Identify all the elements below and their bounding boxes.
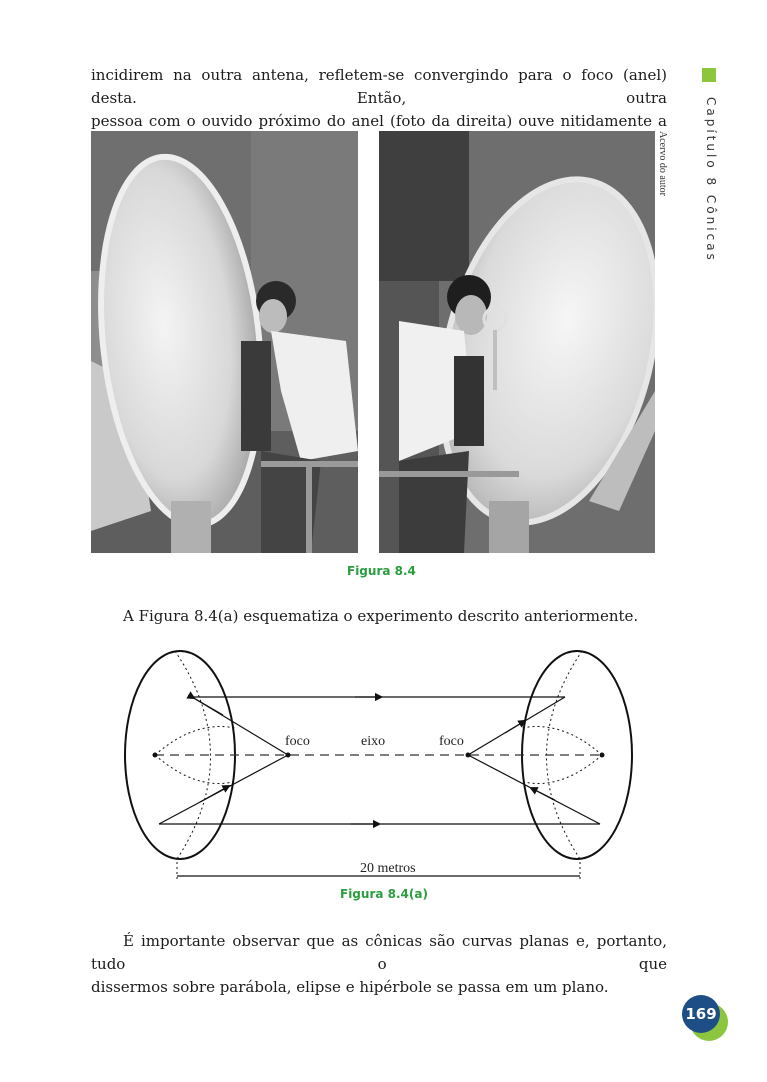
figure-caption: Figura 8.4 xyxy=(347,564,416,578)
chapter-marker-square xyxy=(702,68,716,82)
closing-paragraph: É importante observar que as cônicas são… xyxy=(91,930,667,999)
label-foco-left: foco xyxy=(285,734,310,749)
page-number: 169 xyxy=(682,995,720,1033)
closing-line-2: dissermos sobre parábola, elipse e hipér… xyxy=(91,978,609,996)
intro-line-1: incidirem na outra antena, refletem-se c… xyxy=(91,66,667,107)
photo-credit: Acervo do autor xyxy=(657,131,668,196)
page-number-badge: 169 xyxy=(682,995,728,1041)
paragraph-two: A Figura 8.4(a) esquematiza o experiment… xyxy=(123,607,639,625)
label-foco-right: foco xyxy=(439,734,464,749)
chapter-label: Capítulo 8 Cônicas xyxy=(704,97,718,263)
photo-right-antenna xyxy=(379,131,655,553)
label-eixo: eixo xyxy=(361,734,385,749)
distance-label: 20 metros xyxy=(360,861,416,876)
right-vertex-point xyxy=(599,752,605,758)
photo-left-antenna xyxy=(91,131,358,553)
closing-line-1: É importante observar que as cônicas são… xyxy=(91,932,667,973)
left-antenna-dotted-arc xyxy=(174,650,211,860)
antenna-diagram: foco eixo foco 20 metros xyxy=(124,650,633,880)
diagram-caption: Figura 8.4(a) xyxy=(340,887,428,901)
left-vertex-point xyxy=(152,752,158,758)
